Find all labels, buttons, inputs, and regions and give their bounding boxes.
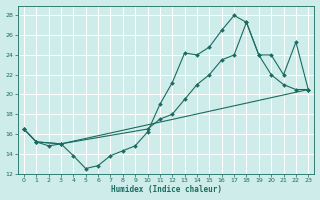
X-axis label: Humidex (Indice chaleur): Humidex (Indice chaleur) xyxy=(111,185,221,194)
